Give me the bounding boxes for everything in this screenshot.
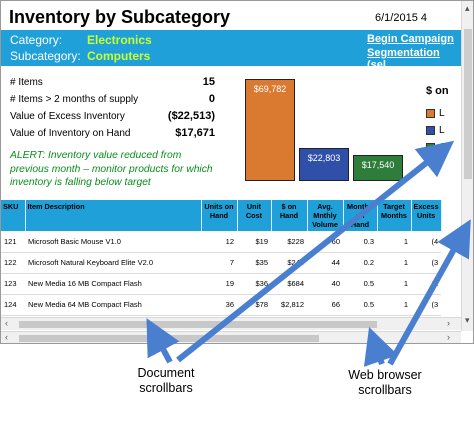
legend-swatch bbox=[426, 125, 435, 135]
table-cell: Microsoft Basic Mouse V1.0 bbox=[25, 231, 201, 253]
document-scrollbars-caption: Document scrollbars bbox=[137, 366, 195, 395]
scrollbar-thumb[interactable] bbox=[464, 29, 472, 179]
subcategory-value: Computers bbox=[87, 49, 151, 63]
table-cell: $2,812 bbox=[271, 294, 307, 316]
metric-value: 0 bbox=[208, 93, 215, 105]
arrow-to-browser-hscroll bbox=[363, 327, 398, 367]
arrow-to-doc-vscroll bbox=[176, 140, 455, 363]
table-cell: 36 bbox=[201, 294, 237, 316]
table-cell: 123 bbox=[1, 273, 25, 295]
table-cell: 19 bbox=[201, 273, 237, 295]
metric-label: Value of Inventory on Hand bbox=[10, 128, 131, 139]
inventory-table: SKU Item Description Units on Hand Unit Cos… bbox=[1, 200, 442, 337]
table-cell: 121 bbox=[1, 231, 25, 253]
table-row: 124 New Media 64 MB Compact Flash 36 $78 $2,… bbox=[1, 294, 442, 316]
browser-scrollbars-caption: Web browser scrollbars bbox=[348, 368, 422, 397]
table-cell: 1 bbox=[377, 273, 411, 295]
campaign-link[interactable]: Begin Campaign bbox=[367, 33, 454, 45]
category-label: Category: bbox=[10, 33, 63, 47]
column-header[interactable]: Target Months bbox=[377, 200, 412, 231]
table-cell: 1 bbox=[377, 294, 411, 316]
chart-bar: $17,540 bbox=[353, 155, 403, 181]
report-date: 6/1/2015 4 bbox=[375, 12, 427, 24]
column-header[interactable]: SKU bbox=[1, 200, 26, 231]
inventory-chart: $69,782 $22,803 $17,540 bbox=[237, 71, 411, 181]
metric-value: $17,671 bbox=[175, 127, 215, 139]
table-cell: $35 bbox=[237, 252, 271, 274]
table-cell: 12 bbox=[201, 231, 237, 253]
bar-label: $17,540 bbox=[361, 160, 395, 170]
bar-label: $69,782 bbox=[253, 84, 287, 94]
subcategory-label: Subcategory: bbox=[10, 49, 81, 63]
metric-value: ($22,513) bbox=[167, 110, 215, 122]
legend-item: L bbox=[426, 108, 456, 122]
filter-band: Category: Electronics Subcategory: Compu… bbox=[1, 30, 461, 71]
table-cell: (3 bbox=[411, 252, 442, 274]
metric-label: # Items > 2 months of supply bbox=[10, 94, 139, 105]
table-row: 122 Microsoft Natural Keyboard Elite V2.0… bbox=[1, 252, 442, 274]
column-header[interactable]: Unit Cost bbox=[237, 200, 272, 231]
chart-bar: $22,803 bbox=[299, 148, 349, 181]
column-header[interactable]: Excess Units bbox=[411, 200, 442, 231]
chart-bar: $69,782 bbox=[245, 79, 295, 181]
legend-title: $ on bbox=[426, 85, 449, 97]
table-cell: 1 bbox=[377, 252, 411, 274]
bar-label: $22,803 bbox=[307, 153, 341, 163]
table-cell: $19 bbox=[237, 231, 271, 253]
category-value: Electronics bbox=[87, 33, 152, 47]
table-cell: 40 bbox=[307, 273, 343, 295]
scroll-left-icon[interactable]: ‹ bbox=[5, 332, 8, 342]
scroll-left-icon[interactable]: ‹ bbox=[5, 318, 8, 328]
legend-label: L bbox=[439, 108, 445, 119]
legend-swatch bbox=[426, 108, 435, 118]
table-cell: 44 bbox=[307, 252, 343, 274]
column-header[interactable]: $ on Hand bbox=[271, 200, 308, 231]
metric-label: # Items bbox=[10, 77, 43, 88]
column-header[interactable]: Avg. Mnthly Volume bbox=[307, 200, 344, 231]
arrow-to-browser-vscroll bbox=[387, 219, 471, 366]
legend-item: L bbox=[426, 125, 456, 139]
table-cell: 124 bbox=[1, 294, 25, 316]
report-window: Inventory by Subcategory 6/1/2015 4 Cate… bbox=[0, 0, 474, 344]
table-cell: $228 bbox=[271, 231, 307, 253]
column-header[interactable]: Units on Hand bbox=[201, 200, 238, 231]
table-cell: 0.5 bbox=[343, 273, 377, 295]
table-cell: Microsoft Natural Keyboard Elite V2.0 bbox=[25, 252, 201, 274]
table-row: 121 Microsoft Basic Mouse V1.0 12 $19 $228 60… bbox=[1, 231, 442, 253]
table-cell: (4 bbox=[411, 231, 442, 253]
table-cell: 0.2 bbox=[343, 252, 377, 274]
table-cell: New Media 16 MB Compact Flash bbox=[25, 273, 201, 295]
table-cell: 66 bbox=[307, 294, 343, 316]
table-cell: 1 bbox=[377, 231, 411, 253]
table-cell: 7 bbox=[201, 252, 237, 274]
arrow-to-doc-hscroll bbox=[146, 318, 180, 364]
table-cell: New Media 64 MB Compact Flash bbox=[25, 294, 201, 316]
scrollbar-thumb[interactable] bbox=[19, 321, 377, 328]
scroll-right-icon[interactable]: › bbox=[447, 318, 450, 328]
metric-label: Value of Excess Inventory bbox=[10, 111, 125, 122]
alert-text: ALERT: Inventory value reduced from prev… bbox=[10, 150, 213, 188]
table-cell: 0.5 bbox=[343, 294, 377, 316]
scroll-right-icon[interactable]: › bbox=[447, 332, 450, 342]
column-header[interactable]: Item Description bbox=[25, 200, 202, 231]
page-title: Inventory by Subcategory bbox=[9, 7, 231, 27]
scroll-down-icon[interactable]: ▾ bbox=[465, 315, 470, 325]
table-cell: 0.3 bbox=[343, 231, 377, 253]
table-cell: 122 bbox=[1, 252, 25, 274]
metric-value: 15 bbox=[202, 76, 215, 88]
legend-label: L bbox=[439, 125, 445, 136]
scroll-up-icon[interactable]: ▴ bbox=[465, 3, 470, 13]
segmentation-link[interactable]: Segmentation (sel bbox=[367, 47, 440, 71]
